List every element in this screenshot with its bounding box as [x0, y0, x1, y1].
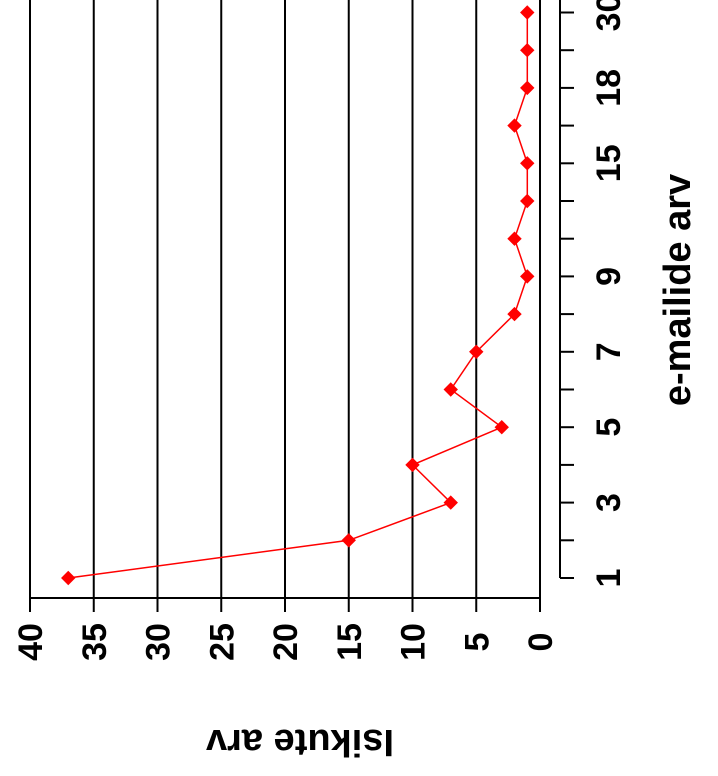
- data-point-1: [341, 533, 356, 548]
- value-tick-label-40: 40: [12, 623, 50, 661]
- data-point-10: [520, 193, 535, 209]
- data-point-6: [469, 344, 484, 360]
- data-point-3: [405, 457, 420, 473]
- value-tick-label-20: 20: [267, 623, 305, 661]
- category-tick-label-15: 15: [590, 144, 628, 182]
- data-point-9: [507, 231, 522, 246]
- value-tick-label-15: 15: [331, 623, 369, 661]
- data-point-4: [494, 419, 509, 435]
- data-point-5: [443, 382, 458, 397]
- category-tick-label-3: 3: [590, 493, 628, 512]
- category-tick-label-18: 18: [590, 69, 628, 107]
- category-tick-label-5: 5: [590, 418, 628, 437]
- category-tick-label-7: 7: [590, 342, 628, 361]
- value-tick-label-25: 25: [203, 623, 241, 661]
- data-point-12: [507, 118, 522, 133]
- grid-lines: [29, 0, 541, 598]
- axes: [29, 0, 574, 612]
- category-tick-label-9: 9: [590, 267, 628, 286]
- x-axis-title: e-mailide arv: [657, 174, 699, 406]
- data-point-7: [507, 306, 522, 322]
- value-tick-label-0: 0: [522, 633, 560, 652]
- value-tick-label-35: 35: [76, 623, 114, 661]
- series-visitors: [61, 5, 535, 586]
- data-point-2: [443, 495, 458, 510]
- series-line: [68, 12, 529, 579]
- data-point-8: [520, 269, 535, 284]
- data-point-0: [61, 570, 76, 586]
- data-point-11: [520, 156, 535, 171]
- data-point-15: [520, 5, 535, 20]
- value-tick-label-10: 10: [395, 623, 433, 661]
- category-tick-label-1: 1: [590, 569, 628, 588]
- value-tick-label-5: 5: [458, 633, 496, 652]
- value-tick-label-30: 30: [140, 623, 178, 661]
- y-axis-title: Isikute arv: [206, 721, 394, 763]
- data-point-14: [520, 42, 535, 58]
- category-tick-label-30: 30: [590, 0, 628, 31]
- data-point-13: [520, 80, 535, 96]
